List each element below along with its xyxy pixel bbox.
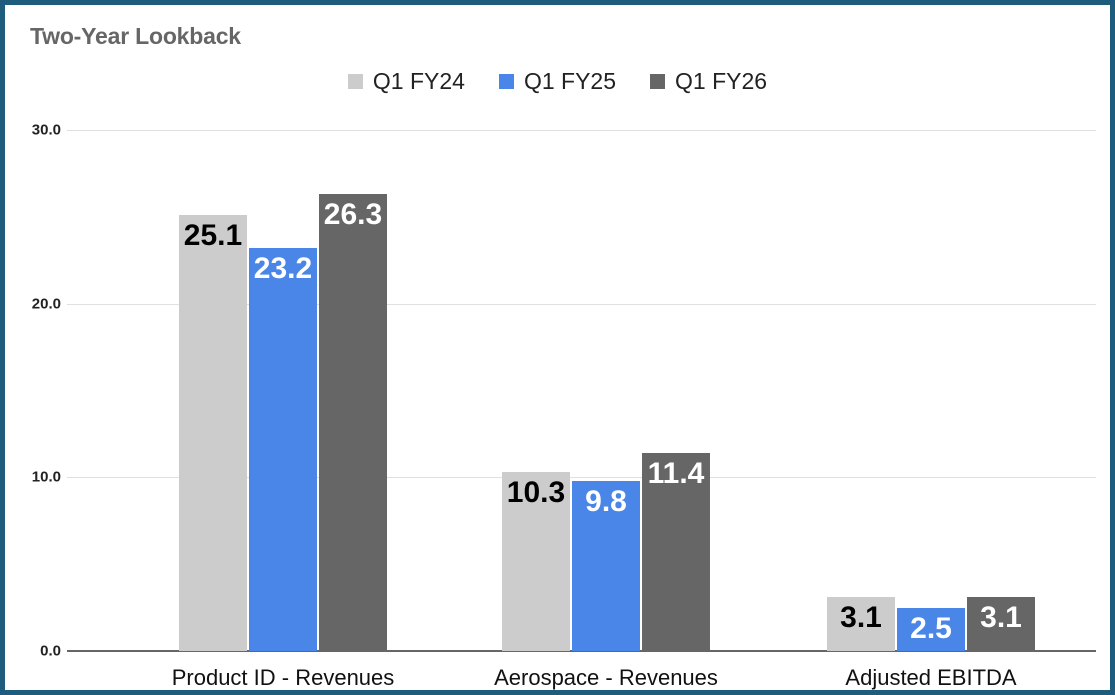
axis-baseline — [67, 650, 1096, 652]
bar[interactable]: 10.3 — [502, 472, 570, 651]
y-axis-tick-label: 10.0 — [31, 468, 61, 486]
legend-item-label: Q1 FY24 — [372, 68, 465, 94]
legend-swatch-icon — [650, 74, 666, 89]
bar[interactable]: 3.1 — [827, 597, 895, 651]
legend-item[interactable]: Q1 FY24 — [347, 68, 465, 95]
bar-value-label: 9.8 — [585, 484, 627, 518]
bar-value-label: 10.3 — [506, 476, 566, 510]
x-axis-category-label: Aerospace - Revenues — [494, 665, 718, 690]
chart-title: Two-Year Lookback — [30, 23, 241, 49]
legend-item-label: Q1 FY26 — [675, 68, 768, 94]
bar-value-label: 3.1 — [980, 601, 1022, 635]
bar-value-label: 11.4 — [647, 457, 705, 491]
bar-value-label: 2.5 — [910, 611, 952, 645]
legend-item[interactable]: Q1 FY26 — [650, 68, 767, 95]
bar[interactable]: 26.3 — [319, 194, 387, 651]
legend-swatch-icon — [347, 74, 363, 89]
chart-legend: Q1 FY24 Q1 FY25 Q1 FY26 — [5, 68, 1110, 95]
x-axis-category-label: Product ID - Revenues — [171, 665, 395, 690]
bar[interactable]: 9.8 — [572, 480, 640, 651]
bar[interactable]: 11.4 — [642, 453, 710, 651]
bar-value-label: 26.3 — [323, 198, 383, 232]
bar-value-label: 25.1 — [183, 219, 243, 253]
bar[interactable]: 2.5 — [897, 607, 965, 651]
y-axis-tick-label: 0.0 — [40, 642, 61, 660]
gridline — [67, 130, 1096, 131]
bar-value-label: 23.2 — [253, 252, 313, 286]
bar-value-label: 3.1 — [840, 601, 882, 635]
y-axis-tick-label: 20.0 — [31, 295, 61, 313]
bar[interactable]: 25.1 — [179, 215, 247, 651]
legend-item[interactable]: Q1 FY25 — [498, 68, 617, 95]
bar[interactable]: 23.2 — [249, 248, 317, 651]
x-axis-category-label: Adjusted EBITDA — [845, 665, 1017, 690]
gridline — [67, 303, 1096, 305]
bar[interactable]: 3.1 — [967, 597, 1035, 651]
legend-swatch-icon — [498, 74, 514, 89]
plot-area: 0.0 10.0 20.0 30.0 25.1 23.2 26.3 Product ID - … — [5, 5, 1110, 690]
y-axis-tick-label: 30.0 — [31, 121, 61, 139]
gridline — [67, 477, 1096, 479]
legend-item-label: Q1 FY25 — [523, 68, 617, 94]
